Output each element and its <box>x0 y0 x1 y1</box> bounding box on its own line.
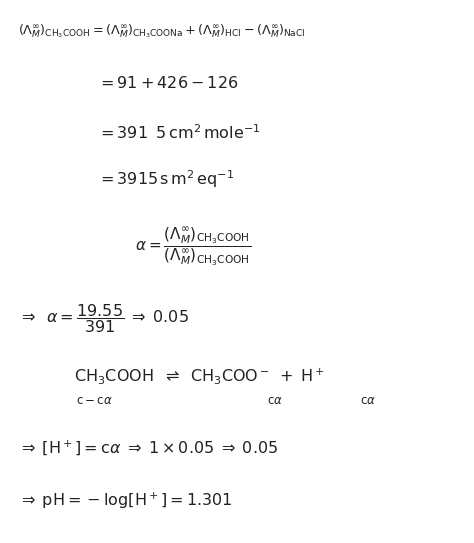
Text: $\mathrm{c}\alpha$: $\mathrm{c}\alpha$ <box>360 394 376 407</box>
Text: $\mathrm{c-c}\alpha$: $\mathrm{c-c}\alpha$ <box>76 394 113 407</box>
Text: $= 91 + 426 - 126$: $= 91 + 426 - 126$ <box>97 75 238 91</box>
Text: $\alpha = \dfrac{(\Lambda_M^\infty)_{\mathrm{CH_3COOH}}}{(\Lambda_M^\infty)_{\ma: $\alpha = \dfrac{(\Lambda_M^\infty)_{\ma… <box>135 226 251 268</box>
Text: $\Rightarrow \; \mathrm{pH} = -\log[\mathrm{H^+}] = 1.301$: $\Rightarrow \; \mathrm{pH} = -\log[\mat… <box>18 491 233 511</box>
Text: $= 3915\,\mathrm{s}\,\mathrm{m}^2\,\mathrm{eq}^{-1}$: $= 3915\,\mathrm{s}\,\mathrm{m}^2\,\math… <box>97 168 235 190</box>
Text: $= 391 \;\; 5\,\mathrm{cm}^2\,\mathrm{mole}^{-1}$: $= 391 \;\; 5\,\mathrm{cm}^2\,\mathrm{mo… <box>97 123 261 142</box>
Text: $\mathrm{CH_3COOH} \;\; \rightleftharpoons \;\; \mathrm{CH_3COO^-} \;+\; \mathrm: $\mathrm{CH_3COOH} \;\; \rightleftharpoo… <box>74 366 325 386</box>
Text: $(\Lambda_M^\infty)_{\mathrm{CH_3COOH}} = (\Lambda_M^\infty)_{\mathrm{CH_3COONa}: $(\Lambda_M^\infty)_{\mathrm{CH_3COOH}} … <box>18 23 305 40</box>
Text: $\Rightarrow \;\; \alpha = \dfrac{19.55}{391} \;\Rightarrow\; 0.05$: $\Rightarrow \;\; \alpha = \dfrac{19.55}… <box>18 302 189 335</box>
Text: $\mathrm{c}\alpha$: $\mathrm{c}\alpha$ <box>267 394 283 407</box>
Text: $\Rightarrow \; [\mathrm{H^+}] = \mathrm{c}\alpha \;\Rightarrow\; 1 \times 0.05 : $\Rightarrow \; [\mathrm{H^+}] = \mathrm… <box>18 438 278 457</box>
